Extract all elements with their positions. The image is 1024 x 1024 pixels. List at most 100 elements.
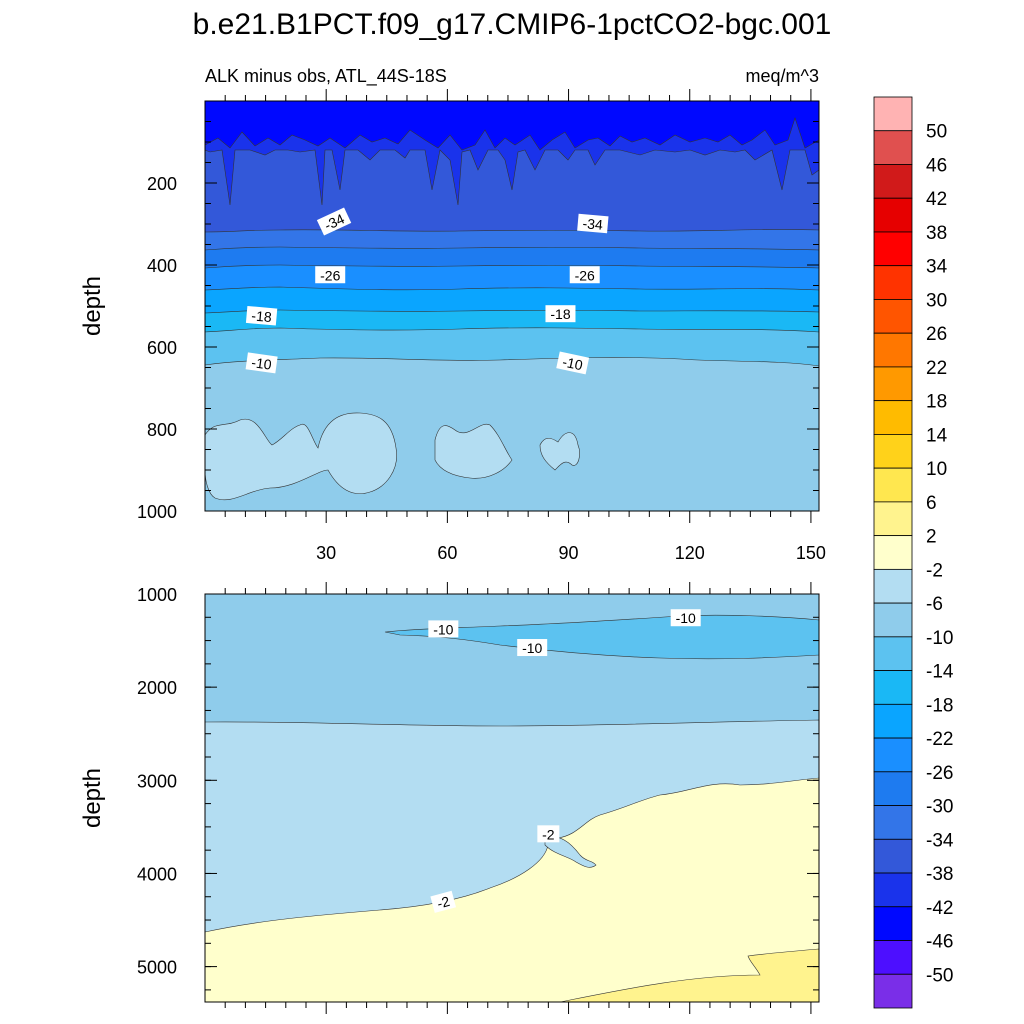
contour-label: -2: [537, 825, 560, 843]
upper-contour-labels: -34 -34 -26 -26 -18 -18 -10 -10: [245, 207, 609, 375]
lower-contour-fills: [205, 594, 819, 1002]
colorbar-label: 14: [926, 425, 948, 446]
colorbar-label: -26: [926, 763, 953, 784]
colorbar: 50 46 42 38 34 30 26 22 18 14 10 6 2 -2 -6 -10 -14 -18 -22…: [873, 96, 954, 1009]
colorbar-label: 6: [926, 493, 937, 514]
contour-label-bg: [670, 609, 701, 627]
colorbar-label: 46: [926, 155, 947, 176]
y-tick-label: 3000: [137, 771, 177, 791]
chart-subtitle: ALK minus obs, ATL_44S-18S: [205, 66, 447, 87]
contour-label: -10: [245, 352, 278, 374]
colorbar-label: -34: [926, 830, 954, 851]
x-tick-label: 90: [559, 543, 579, 563]
colorbar-label: 30: [926, 290, 947, 311]
colorbar-swatch: [873, 737, 913, 773]
colorbar-swatch: [873, 299, 913, 334]
colorbar-swatch: [873, 568, 913, 604]
colorbar-label: 50: [926, 122, 947, 143]
colorbar-label: 34: [926, 257, 948, 278]
contour-label: -34: [316, 207, 352, 236]
colorbar-label: 10: [926, 459, 947, 480]
contour-label-bg: [315, 266, 346, 284]
contour-label: -2: [430, 890, 457, 913]
contour-label-text: -10: [522, 640, 542, 656]
x-tick-label: 30: [316, 543, 336, 563]
colorbar-swatch: [873, 164, 913, 199]
colorbar-swatch: [873, 130, 913, 165]
colorbar-swatch: [873, 231, 913, 267]
colorbar-label: 26: [926, 324, 947, 345]
colorbar-swatch: [873, 703, 913, 739]
y-tick-label: 2000: [137, 678, 177, 698]
contour-label-text: -2: [435, 893, 451, 912]
contour-label-text: -10: [433, 621, 453, 637]
contour-label-bg: [245, 352, 278, 374]
colorbar-label: -2: [926, 560, 943, 581]
colorbar-swatch: [873, 197, 913, 233]
y-tick-label: 400: [147, 256, 177, 276]
colorbar-label: 2: [926, 527, 937, 548]
contour-label-bg: [569, 266, 600, 284]
colorbar-swatch: [873, 602, 913, 638]
colorbar-swatch: [873, 906, 913, 941]
colorbar-swatch: [873, 670, 913, 705]
colorbar-swatch: [873, 400, 913, 435]
colorbar-label: -14: [926, 662, 954, 683]
y-tick-label: 800: [147, 420, 177, 440]
contour-label-text: -18: [550, 306, 570, 322]
contour-label-text: -18: [251, 307, 273, 325]
colorbar-swatch: [873, 771, 913, 806]
contour-label-bg: [316, 207, 352, 236]
x-tick-label: 60: [437, 543, 457, 563]
upper-contour-fills: [205, 101, 819, 511]
contour-label: -10: [428, 620, 459, 638]
y-tick-label: 1000: [137, 502, 177, 522]
contour-label: -10: [670, 609, 701, 627]
colorbar-label: 22: [926, 358, 947, 379]
contour-label-text: -34: [582, 215, 604, 233]
contour-label: -26: [315, 266, 346, 284]
contour-label-bg: [430, 890, 457, 913]
units-label: meq/m^3: [746, 66, 819, 86]
colorbar-swatch: [873, 838, 913, 874]
colorbar-label: -22: [926, 729, 953, 750]
colorbar-swatch: [873, 332, 913, 368]
colorbar-label: -18: [926, 695, 953, 716]
contour-label-bg: [556, 351, 590, 375]
y-tick-label: 200: [147, 174, 177, 194]
contour-label: -18: [245, 305, 278, 326]
colorbar-swatch: [873, 434, 913, 469]
x-tick-label: 150: [796, 543, 826, 563]
colorbar-swatch: [873, 366, 913, 402]
colorbar-swatch: [873, 467, 913, 503]
colorbar-label: 18: [926, 392, 947, 413]
y-tick-label: 4000: [137, 864, 177, 884]
contour-label-text: -34: [322, 210, 347, 233]
colorbar-swatch: [873, 501, 913, 537]
contour-label: -10: [556, 351, 590, 375]
colorbar-swatch: [873, 940, 913, 975]
colorbar-label: -10: [926, 628, 953, 649]
colorbar-swatch: [873, 805, 913, 840]
colorbar-swatch: [873, 265, 913, 300]
colorbar-label: -46: [926, 932, 953, 953]
y-tick-label: 600: [147, 338, 177, 358]
contour-label: -10: [517, 639, 548, 657]
contour-label-text: -26: [575, 267, 595, 283]
colorbar-label: -30: [926, 797, 953, 818]
colorbar-label: 38: [926, 223, 947, 244]
contour-label-text: -10: [250, 354, 272, 373]
contour-label-bg: [517, 639, 548, 657]
upper-y-axis-label: depth: [79, 276, 106, 336]
x-tick-label: 120: [675, 543, 705, 563]
contour-label-bg: [428, 620, 459, 638]
colorbar-swatch: [873, 872, 913, 908]
colorbar-label: -50: [926, 965, 953, 986]
colorbar-label: -42: [926, 898, 953, 919]
contour-label-bg: [537, 825, 560, 843]
colorbar-swatch: [873, 96, 913, 132]
lower-contour-labels: -10 -10 -10 -2 -2: [428, 609, 701, 913]
colorbar-label: -6: [926, 594, 943, 615]
contour-label-bg: [545, 305, 576, 323]
